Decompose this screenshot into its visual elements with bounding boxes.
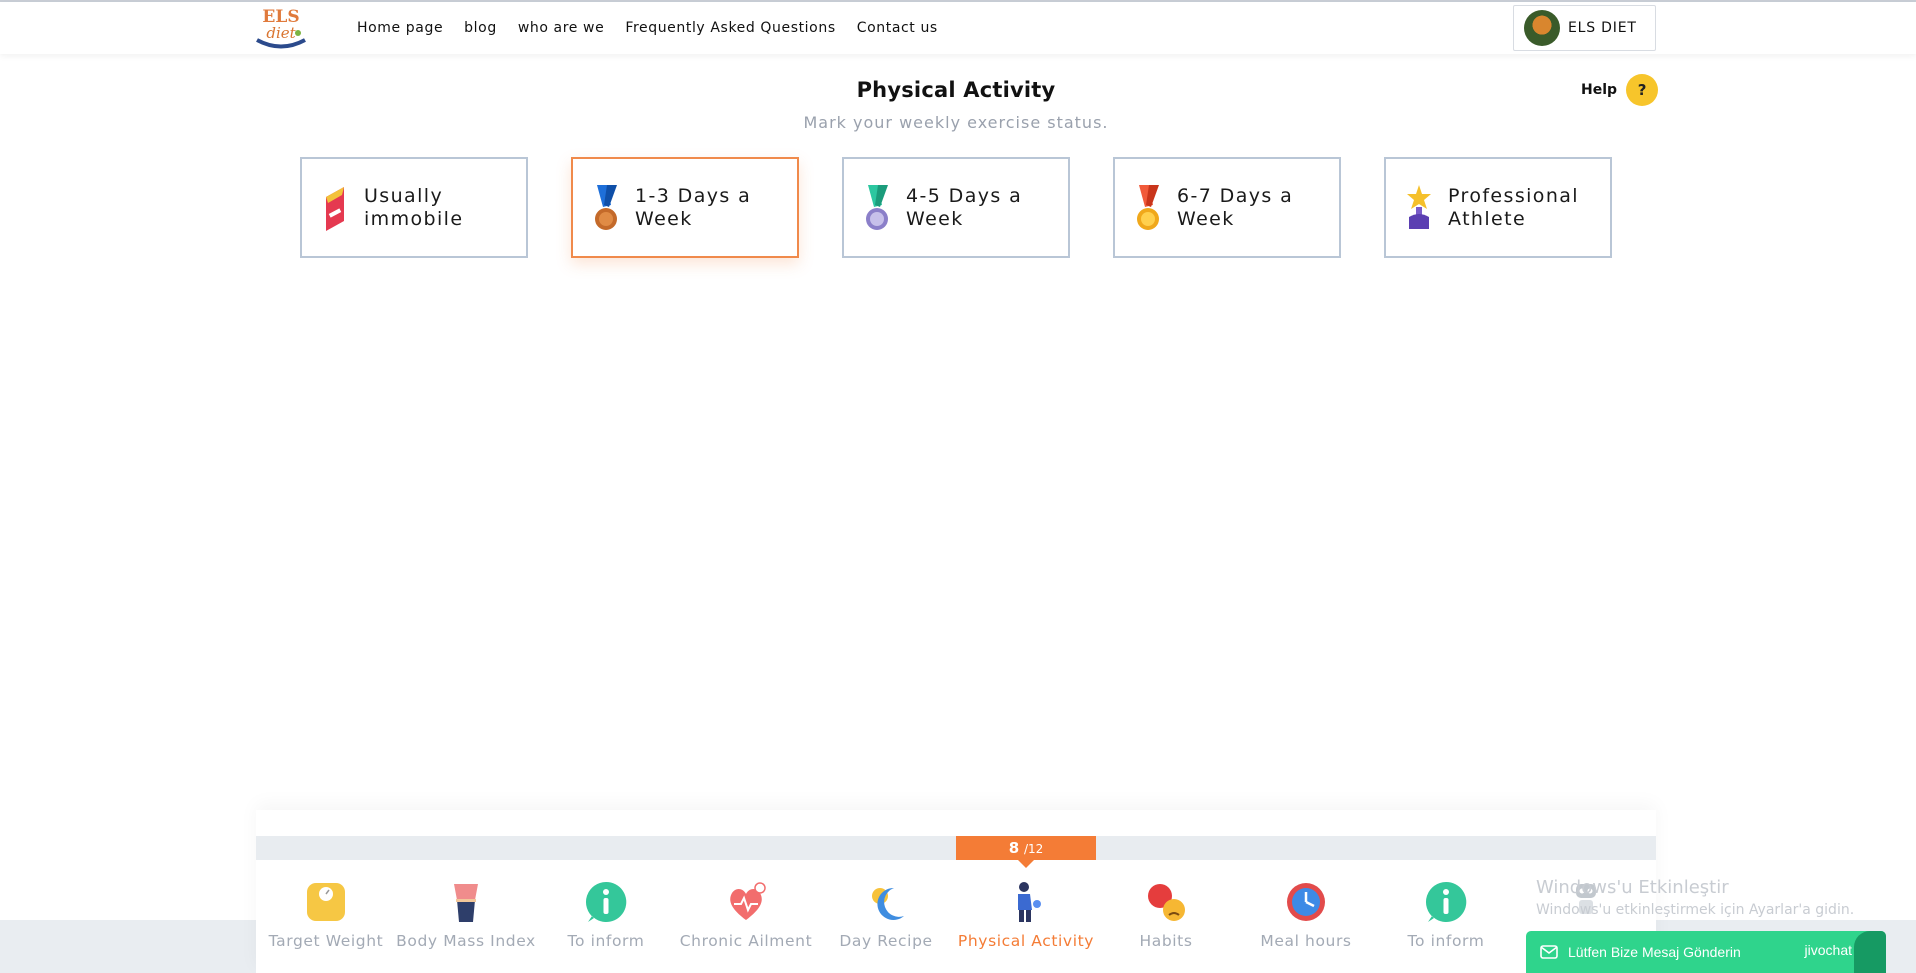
chat-widget[interactable]: Lütfen Bize Mesaj Gönderin jivochat — [1526, 931, 1886, 973]
help-button[interactable]: Help ? — [1581, 74, 1659, 106]
step-label: Target Weight — [268, 932, 384, 950]
step-label: Physical Activity — [957, 932, 1095, 950]
profile-button[interactable]: ELS DIET — [1513, 5, 1656, 51]
chat-corner-tab — [1854, 931, 1886, 973]
option-label: 6-7 Days a Week — [1177, 184, 1294, 230]
nav-about[interactable]: who are we — [517, 20, 605, 36]
option-usually-immobile[interactable]: Usually immobile — [300, 157, 528, 258]
progress-current: 8 — [1008, 839, 1020, 857]
sun-moon-icon — [872, 887, 904, 920]
progress-total: /12 — [1023, 842, 1044, 856]
step-to-inform[interactable]: To inform — [536, 880, 676, 950]
gold-medal-icon — [1137, 184, 1159, 230]
body-icon — [454, 884, 478, 922]
svg-text:diet: diet — [266, 24, 296, 42]
option-label: 1-3 Days a Week — [635, 184, 752, 230]
step-label: Habits — [1139, 932, 1193, 950]
chat-robot-icon — [1576, 884, 1596, 914]
header: ELS diet Home page blog who are we Frequ… — [0, 2, 1916, 54]
progress-badge: 8 /12 — [956, 836, 1096, 860]
progress-pointer — [1018, 860, 1034, 868]
step-label: To inform — [567, 932, 645, 950]
heart-icon — [730, 882, 766, 920]
silver-medal-icon — [866, 184, 888, 230]
page-title: Physical Activity — [856, 78, 1056, 102]
trophy-icon — [1407, 184, 1431, 229]
option-6-7-days[interactable]: 6-7 Days a Week — [1113, 157, 1341, 258]
option-professional-athlete[interactable]: Professional Athlete — [1384, 157, 1612, 258]
step-navigation: 8 /12 Target Weight Body Mass Index To i… — [256, 810, 1656, 973]
faces-icon — [1148, 884, 1185, 921]
nav-blog[interactable]: blog — [464, 20, 497, 36]
step-label: Chronic Ailment — [679, 932, 813, 950]
bronze-medal-icon — [595, 184, 617, 230]
activation-watermark-title: Windows'u Etkinleştir — [1536, 877, 1729, 898]
step-label: To inform — [1407, 932, 1485, 950]
step-meal-hours[interactable]: Meal hours — [1236, 880, 1376, 950]
option-1-3-days[interactable]: 1-3 Days a Week — [571, 157, 799, 258]
scale-icon — [307, 883, 345, 921]
clock-icon — [1287, 883, 1325, 921]
info-icon — [1426, 881, 1467, 922]
nav-faq[interactable]: Frequently Asked Questions — [625, 20, 836, 36]
step-habits[interactable]: Habits — [1096, 880, 1236, 950]
step-target-weight[interactable]: Target Weight — [256, 880, 396, 950]
option-label: Usually immobile — [364, 184, 464, 230]
svg-text:ELS: ELS — [262, 7, 299, 27]
step-label: Day Recipe — [839, 932, 933, 950]
help-label: Help — [1581, 82, 1618, 98]
step-day-recipe[interactable]: Day Recipe — [816, 880, 956, 950]
top-border — [0, 0, 1916, 2]
step-chronic-ailment[interactable]: Chronic Ailment — [676, 880, 816, 950]
logo[interactable]: ELS diet — [253, 5, 309, 51]
chat-label: Lütfen Bize Mesaj Gönderin — [1568, 944, 1741, 960]
main-nav: Home page blog who are we Frequently Ask… — [357, 20, 959, 36]
nav-home[interactable]: Home page — [357, 20, 444, 36]
activation-watermark-text: Windows'u etkinleştirmek için Ayarlar'a … — [1536, 902, 1855, 918]
page-subtitle: Mark your weekly exercise status. — [803, 113, 1109, 132]
info-icon — [586, 881, 627, 922]
question-icon: ? — [1626, 74, 1659, 106]
pennant-icon — [326, 186, 344, 231]
step-label: Body Mass Index — [396, 932, 536, 950]
option-label: 4-5 Days a Week — [906, 184, 1023, 230]
step-to-inform-2[interactable]: To inform — [1376, 880, 1516, 950]
mail-icon — [1540, 945, 1558, 959]
chat-brand: jivochat — [1804, 942, 1852, 958]
option-4-5-days[interactable]: 4-5 Days a Week — [842, 157, 1070, 258]
step-label: Meal hours — [1260, 932, 1352, 950]
step-body-mass-index[interactable]: Body Mass Index — [396, 880, 536, 950]
nav-contact[interactable]: Contact us — [856, 20, 938, 36]
avatar — [1524, 10, 1560, 46]
option-label: Professional Athlete — [1448, 184, 1579, 230]
profile-name: ELS DIET — [1568, 20, 1637, 36]
step-physical-activity[interactable]: Physical Activity — [956, 880, 1096, 950]
exercise-icon — [1018, 882, 1041, 922]
